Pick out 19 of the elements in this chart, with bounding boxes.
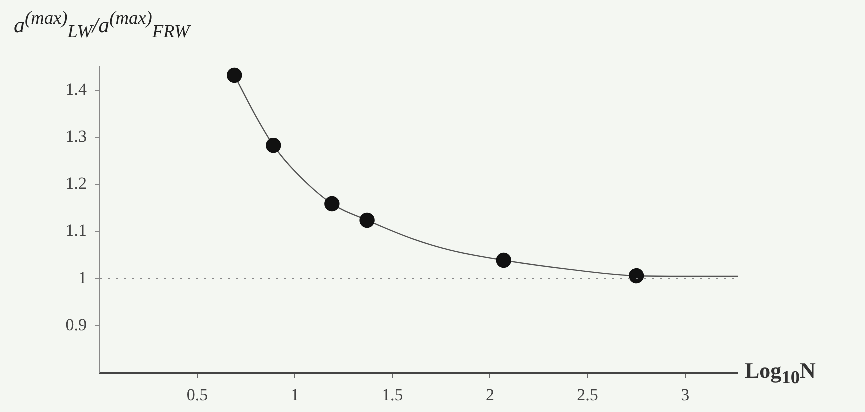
x-tick-label: 1.5 [382,386,404,405]
point [324,196,340,212]
x-tick-label: 0.5 [186,386,208,405]
x-tick-label: 1 [290,386,300,405]
x-tick-label: 2 [486,386,494,405]
y-tick-label: 1.3 [66,127,87,146]
x-axis-title: Log$_{10}$N [745,358,816,388]
point [266,138,282,154]
y-tick-label: 0.9 [66,315,87,334]
point [227,68,242,84]
point [496,252,512,268]
x-tick-label: 3 [681,386,690,405]
x-tick-label: 2.5 [577,386,598,405]
point [628,268,644,284]
y-tick-label: 1 [78,268,87,288]
y-tick-label: 1.2 [66,174,87,194]
point [360,212,375,228]
y-tick-label: 1.1 [66,221,87,240]
y-tick-label: 1.4 [66,80,88,100]
